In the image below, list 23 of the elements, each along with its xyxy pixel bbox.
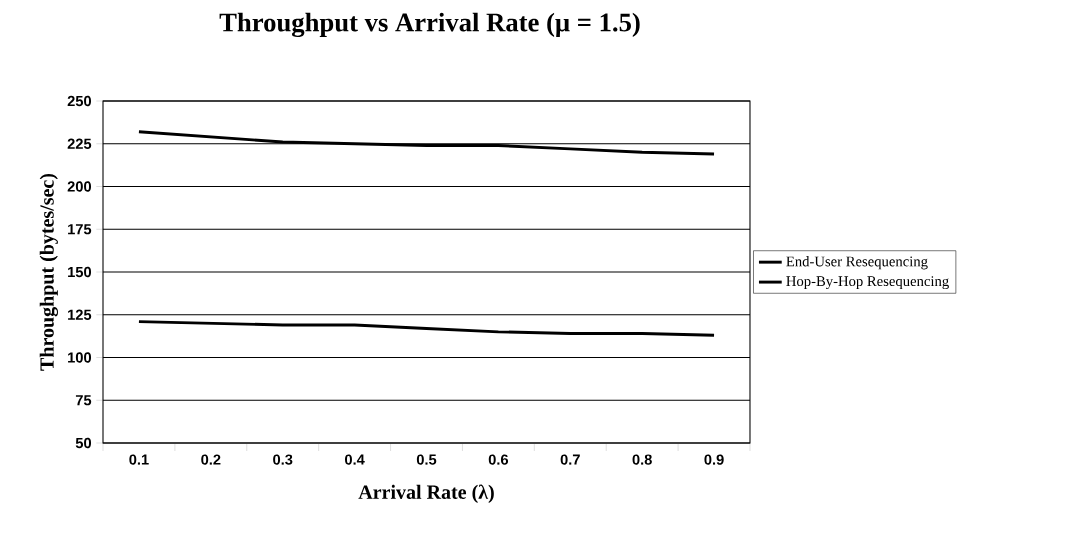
x-tick-label: 0.4: [345, 454, 365, 465]
y-tick-label: 175: [68, 224, 92, 235]
y-axis-title: Throughput (bytes/sec): [39, 173, 58, 371]
x-tick-label: 0.5: [416, 454, 437, 465]
x-tick-label: 0.1: [129, 454, 149, 465]
legend-label: End-User Resequencing: [786, 256, 928, 270]
y-tick-label: 50: [75, 437, 92, 449]
y-tick-label: 150: [68, 266, 92, 278]
chart-title: Throughput vs Arrival Rate (μ = 1.5): [219, 12, 640, 38]
x-tick-label: 0.2: [201, 454, 221, 465]
x-tick-label: 0.9: [704, 454, 724, 465]
x-tick-label: 0.7: [560, 454, 580, 465]
y-tick-label: 225: [67, 138, 92, 149]
x-tick-label: 0.3: [273, 454, 293, 465]
x-tick-label: 0.6: [488, 454, 509, 465]
x-axis-title: Arrival Rate (λ): [358, 484, 494, 503]
y-tick-label: 125: [68, 309, 92, 320]
x-tick-label: 0.8: [632, 454, 652, 465]
y-tick-label: 250: [67, 95, 92, 107]
legend-label: Hop-By-Hop Resequencing: [786, 276, 949, 290]
y-tick-label: 100: [68, 352, 92, 363]
y-tick-label: 75: [75, 395, 92, 406]
y-tick-label: 200: [67, 181, 92, 192]
